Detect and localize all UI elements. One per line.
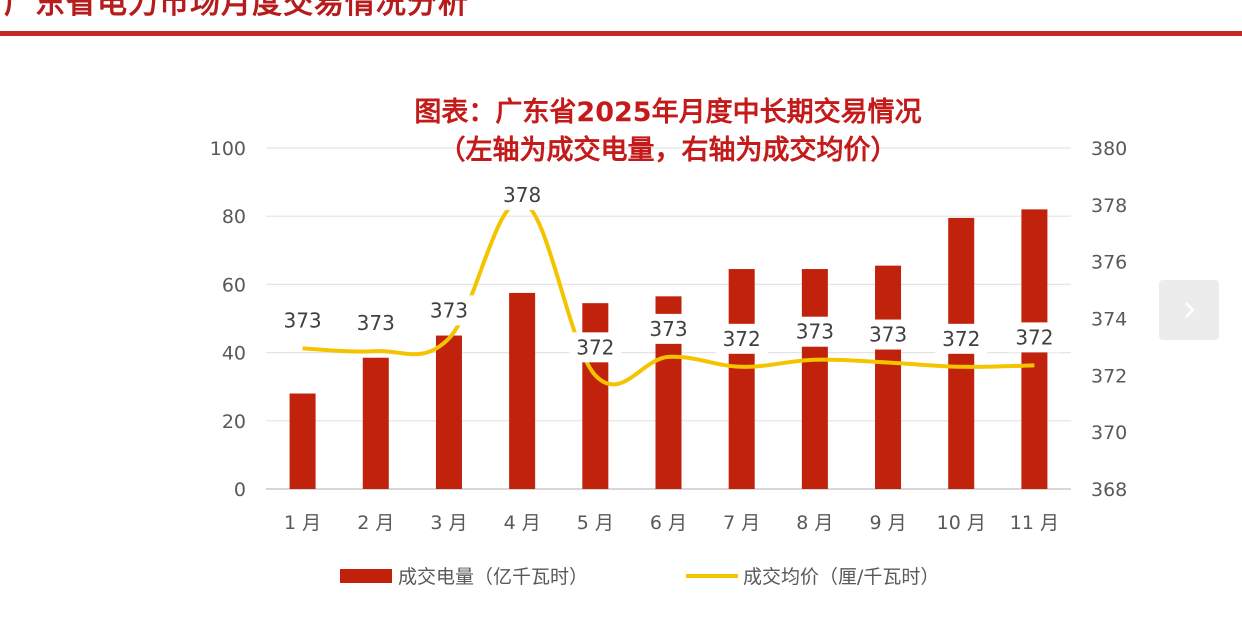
right-tick-label: 378 bbox=[1091, 195, 1127, 217]
data-label-bg bbox=[1008, 322, 1061, 353]
chart-title-line2: （左轴为成交电量，右轴为成交均价） bbox=[439, 134, 898, 166]
data-label-bg bbox=[349, 308, 402, 339]
x-tick-label: 4 月 bbox=[504, 512, 541, 534]
data-label: 372 bbox=[942, 327, 980, 351]
left-tick-label: 40 bbox=[222, 343, 246, 365]
data-labels: 373 373 373 378 372 373 372 373 373 372 372 bbox=[276, 179, 1061, 363]
bar bbox=[875, 265, 902, 489]
data-label: 378 bbox=[503, 183, 541, 207]
data-label: 373 bbox=[869, 323, 907, 347]
data-label: 372 bbox=[1015, 325, 1053, 349]
bar bbox=[582, 303, 609, 489]
x-tick-label: 6 月 bbox=[650, 512, 687, 534]
legend: 成交电量（亿千瓦时） 成交均价（厘/千瓦时） bbox=[340, 566, 939, 588]
chevron-right-icon bbox=[1185, 302, 1195, 318]
bar-series bbox=[289, 209, 1048, 489]
legend-swatch-volume bbox=[340, 569, 392, 583]
right-tick-label: 376 bbox=[1091, 252, 1127, 274]
x-tick-label: 3 月 bbox=[430, 512, 467, 534]
x-tick-label: 11 月 bbox=[1010, 512, 1059, 534]
data-label: 373 bbox=[357, 311, 395, 335]
left-tick-label: 60 bbox=[222, 274, 246, 296]
data-label-bg bbox=[642, 313, 695, 344]
legend-label-price: 成交均价（厘/千瓦时） bbox=[743, 566, 939, 588]
data-label-bg bbox=[276, 305, 329, 336]
data-label: 373 bbox=[796, 320, 834, 344]
data-label: 373 bbox=[649, 317, 687, 341]
x-tick-label: 8 月 bbox=[796, 512, 833, 534]
right-tick-label: 374 bbox=[1091, 309, 1127, 331]
left-tick-label: 20 bbox=[222, 411, 246, 433]
data-label-bg bbox=[788, 316, 841, 347]
bar bbox=[509, 292, 536, 489]
x-tick-label: 9 月 bbox=[869, 512, 906, 534]
x-tick-label: 10 月 bbox=[937, 512, 986, 534]
left-tick-label: 100 bbox=[210, 138, 246, 160]
line-series bbox=[302, 199, 1035, 387]
price-line bbox=[302, 199, 1035, 387]
right-tick-label: 368 bbox=[1091, 479, 1127, 501]
legend-label-volume: 成交电量（亿千瓦时） bbox=[398, 566, 588, 588]
banner-text: 广东省电力市场月度交易情况分析 bbox=[4, 0, 469, 21]
data-label-bg bbox=[496, 179, 549, 210]
data-label: 372 bbox=[723, 327, 761, 351]
data-label-bg bbox=[422, 295, 475, 326]
bar bbox=[728, 269, 755, 489]
data-label-bg bbox=[569, 332, 622, 363]
bar bbox=[362, 357, 389, 489]
left-tick-label: 80 bbox=[222, 206, 246, 228]
data-label: 373 bbox=[283, 308, 321, 332]
data-label-bg bbox=[935, 323, 988, 354]
data-label-bg bbox=[862, 319, 915, 350]
right-axis-ticks: 368 370 372 374 376 378 380 bbox=[1091, 138, 1127, 501]
top-banner: 广东省电力市场月度交易情况分析 bbox=[0, 0, 1242, 38]
left-axis-ticks: 0 20 40 60 80 100 bbox=[210, 138, 246, 501]
right-tick-label: 370 bbox=[1091, 422, 1127, 444]
x-tick-label: 2 月 bbox=[357, 512, 394, 534]
data-label: 372 bbox=[576, 335, 614, 359]
right-tick-label: 380 bbox=[1091, 138, 1127, 160]
chart-title-line1: 图表：广东省2025年月度中长期交易情况 bbox=[414, 96, 921, 128]
x-axis-ticks: 1 月 2 月 3 月 4 月 5 月 6 月 7 月 8 月 9 月 10 月 11 月 bbox=[284, 512, 1059, 534]
data-label: 373 bbox=[430, 298, 468, 322]
x-tick-label: 5 月 bbox=[577, 512, 614, 534]
bar bbox=[289, 393, 316, 489]
x-tick-label: 1 月 bbox=[284, 512, 321, 534]
next-slide-button[interactable] bbox=[1159, 280, 1219, 340]
data-label-bg bbox=[715, 323, 768, 354]
header-divider bbox=[0, 31, 1242, 36]
x-tick-label: 7 月 bbox=[723, 512, 760, 534]
bar bbox=[435, 335, 462, 489]
right-tick-label: 372 bbox=[1091, 365, 1127, 387]
left-tick-label: 0 bbox=[234, 479, 246, 501]
bar bbox=[801, 269, 828, 489]
